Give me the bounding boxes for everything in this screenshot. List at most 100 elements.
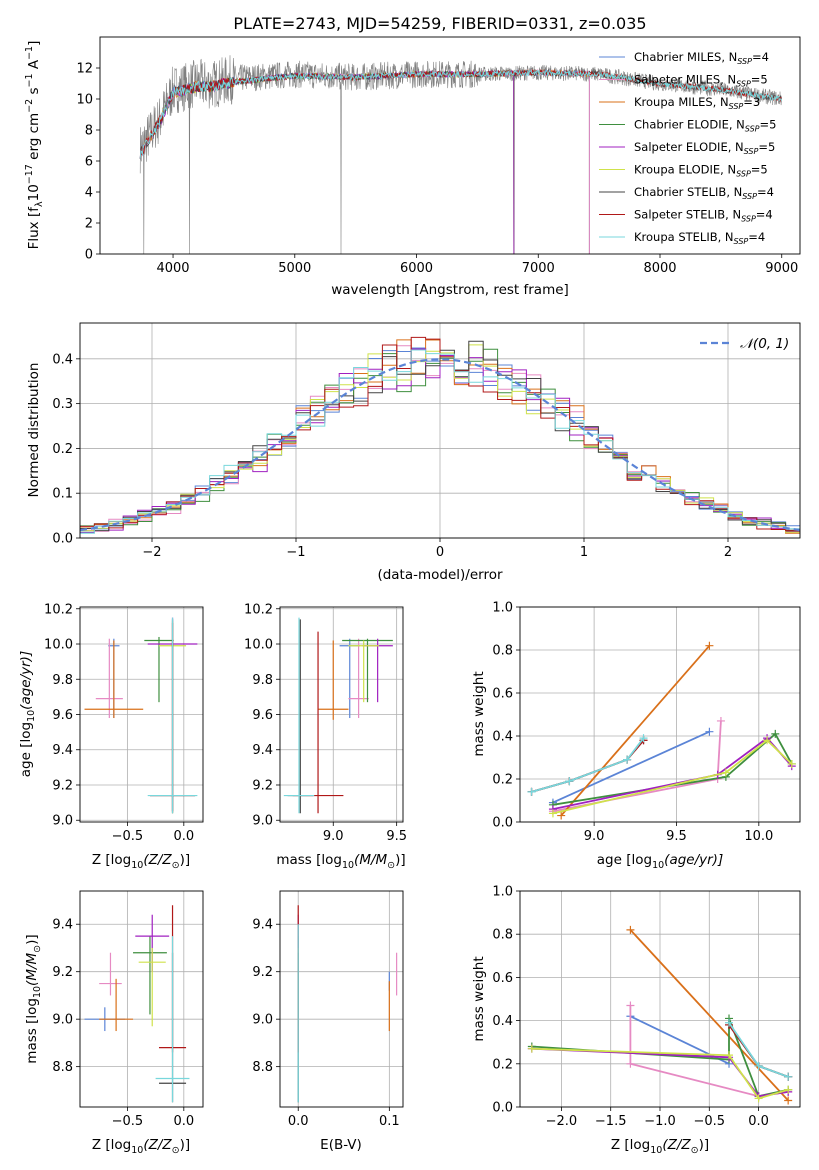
legend-label: Chabrier STELIB, NSSP=4	[634, 185, 774, 201]
chart-residuals: −2 −1 0 1 2 0.0 0.1 0.2 0.3 0.4 𝒩(0, 1) (data-model…	[26, 322, 801, 583]
normal-curve	[80, 358, 800, 532]
axes-frame	[279, 890, 404, 1108]
y-tick-label: 9.4	[52, 918, 73, 933]
x-axis-label: (data-model)/error	[377, 567, 503, 583]
axes-frame	[79, 890, 204, 1108]
y-tick-label: 10	[76, 93, 93, 108]
y-tick-label: 8.8	[52, 1060, 73, 1075]
y-tick-label: 9.6	[252, 708, 273, 723]
figure-title: PLATE=2743, MJD=54259, FIBERID=0331, z=0…	[233, 14, 646, 33]
y-tick-label: 12	[76, 62, 93, 77]
plot-area	[297, 905, 398, 1103]
errorbar-8	[155, 936, 190, 1103]
model-line-2	[139, 69, 590, 254]
plots: 4000 5000 6000 7000 8000 9000024681012Chabrie…	[18, 36, 801, 1156]
weight-marker	[626, 1001, 635, 1010]
weight-marker	[626, 925, 635, 934]
spectrum-data-line	[139, 55, 782, 254]
x-tick-label: 6000	[400, 261, 433, 276]
y-tick-label: 4	[85, 186, 93, 201]
y-axis-label: Flux [fλ10−17 erg cm−2 s−1 A−1]	[24, 41, 45, 250]
y-tick-label: 0.8	[492, 928, 513, 943]
x-tick-label: 0.1	[379, 1114, 400, 1129]
y-tick-label: 6	[85, 155, 93, 170]
legend-label: Salpeter ELODIE, NSSP=5	[634, 140, 775, 156]
y-tick-label: 0.2	[492, 1057, 513, 1072]
axes-frame	[79, 606, 204, 823]
model-line-8	[139, 69, 782, 159]
errorbar-3	[144, 636, 174, 703]
y-tick-label: 0.6	[492, 971, 513, 986]
plot-area	[527, 641, 796, 820]
weight-marker	[784, 1085, 793, 1094]
x-tick-label: −1	[286, 545, 305, 560]
weight-line-2	[629, 929, 789, 1102]
y-tick-label: 0	[85, 248, 93, 263]
weight-marker	[787, 759, 796, 768]
y-tick-label: 10.2	[44, 602, 73, 617]
x-tick-label: 9.0	[323, 829, 344, 844]
x-tick-label: −0.5	[112, 829, 144, 844]
y-tick-label: 0.4	[52, 352, 73, 367]
axes-frame	[519, 606, 801, 823]
y-tick-label: 8	[85, 124, 93, 139]
x-axis-label: age [log10(age/yr)]	[597, 852, 723, 871]
x-tick-label: 0	[436, 545, 444, 560]
y-tick-label: 2	[85, 217, 93, 232]
y-tick-label: 10.2	[244, 602, 273, 617]
y-tick-label: 9.0	[52, 814, 73, 829]
weight-line-2	[560, 645, 711, 817]
chart-weight-vs-age: 9.0 9.5 10.0 0.0 0.2 0.4 0.6 0.8 1.0 age [log10(a…	[471, 601, 801, 871]
weight-marker	[754, 1061, 763, 1070]
legend: Chabrier MILES, NSSP=4 Salpeter MILES, NS…	[599, 50, 776, 246]
weight-marker	[784, 1096, 793, 1105]
y-tick-label: 9.0	[252, 1013, 273, 1028]
plot-area	[283, 617, 393, 814]
y-tick-label: 1.0	[492, 885, 513, 900]
weight-marker	[754, 1094, 763, 1103]
axes-frame	[99, 36, 801, 255]
weight-marker	[771, 729, 780, 738]
weight-line-5	[531, 1047, 789, 1100]
weight-line-8	[531, 737, 645, 793]
y-axis-label: Normed distribution	[26, 363, 42, 498]
y-tick-label: 0.2	[52, 442, 73, 457]
plot-area	[139, 55, 782, 254]
errorbar-3	[133, 936, 167, 1015]
x-tick-label: 9.0	[584, 829, 605, 844]
y-tick-label: 10.0	[44, 638, 73, 653]
plot-area	[84, 905, 190, 1103]
y-tick-label: 9.2	[252, 965, 273, 980]
legend-label: Kroupa ELODIE, NSSP=5	[634, 163, 768, 179]
errorbar-5	[348, 640, 379, 703]
weight-marker	[725, 1051, 734, 1060]
errorbar-2	[318, 640, 349, 720]
x-tick-label: 9.5	[666, 829, 687, 844]
weight-line-5	[552, 739, 793, 815]
x-tick-label: 1	[580, 545, 588, 560]
errorbar-8	[147, 617, 198, 814]
errorbar-5	[138, 947, 166, 1027]
histogram-8	[80, 349, 800, 534]
plot-area	[527, 925, 793, 1105]
y-axis-label: age [log10(age/yr)]	[18, 651, 37, 777]
y-tick-label: 9.4	[252, 743, 273, 758]
x-axis-label: Z [log10(Z/Z⊙)]	[92, 852, 190, 871]
errorbar-1	[348, 638, 369, 719]
errorbar-8	[283, 617, 315, 814]
weight-marker	[527, 1044, 536, 1053]
histogram-7	[80, 336, 800, 532]
x-tick-label: 5000	[278, 261, 311, 276]
legend-label: Kroupa MILES, NSSP=3	[634, 95, 760, 111]
y-tick-label: 0.0	[492, 1101, 513, 1116]
y-tick-label: 0.2	[492, 773, 513, 788]
plot-area	[80, 336, 800, 534]
y-tick-label: 8.8	[252, 1060, 273, 1075]
weight-line-3	[552, 732, 793, 806]
x-tick-label: −2	[142, 545, 161, 560]
y-tick-label: 0.0	[52, 532, 73, 547]
x-tick-label: 9.5	[386, 829, 407, 844]
weight-marker	[626, 1059, 635, 1068]
x-tick-label: −0.5	[694, 1114, 726, 1129]
